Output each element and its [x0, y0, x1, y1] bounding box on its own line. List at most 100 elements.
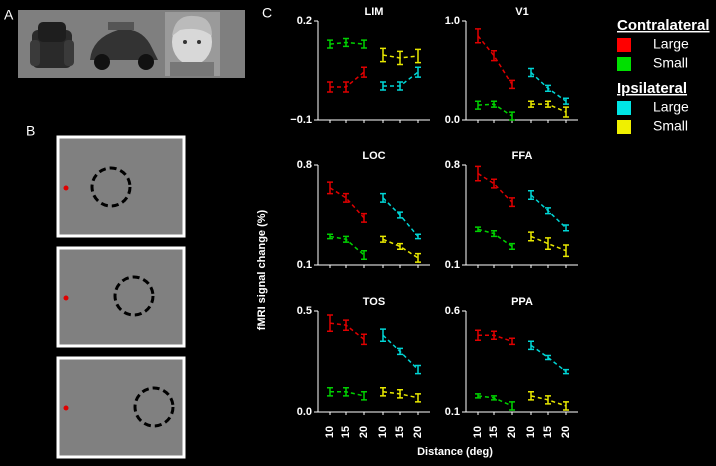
legend-swatch — [617, 120, 631, 134]
series-line — [477, 35, 513, 85]
series-line — [477, 172, 513, 203]
series-line — [530, 344, 567, 373]
x-tick-label: 20 — [358, 426, 370, 438]
subplot-title: LOC — [362, 150, 385, 162]
error-bar — [343, 192, 349, 203]
legend-heading: Ipsilateral — [617, 80, 687, 97]
error-bar — [528, 189, 534, 201]
child-image — [165, 12, 220, 76]
x-tick-label: 10 — [472, 426, 484, 438]
x-tick-label: 15 — [394, 426, 406, 438]
display — [56, 246, 186, 348]
y-tick-label: 0.1 — [445, 406, 460, 418]
error-bar — [509, 111, 515, 121]
error-bar — [397, 242, 403, 251]
y-tick-label: 0.1 — [297, 259, 312, 271]
display — [56, 356, 186, 459]
y-tick-label: 0.2 — [297, 15, 312, 27]
error-bar — [361, 66, 367, 78]
error-bar — [509, 197, 515, 208]
error-bar — [563, 244, 569, 258]
y-tick-label: −0.1 — [290, 114, 312, 126]
error-bar — [343, 235, 349, 243]
error-bar — [545, 84, 551, 93]
legend-label: Large — [653, 99, 689, 115]
error-bar — [509, 79, 515, 90]
subplot: FFA 0.1 0.8 — [445, 150, 578, 271]
error-bar — [361, 333, 367, 346]
display — [56, 135, 186, 238]
error-bar — [528, 391, 534, 401]
stimulus-strip — [18, 10, 245, 78]
error-bar — [509, 242, 515, 251]
error-bar — [327, 314, 333, 332]
error-bar — [380, 328, 386, 343]
error-bar — [563, 97, 569, 105]
car-image — [90, 22, 158, 70]
error-bar — [397, 50, 403, 66]
error-bar — [415, 66, 421, 78]
error-bar — [380, 192, 386, 203]
error-bar — [361, 212, 367, 223]
error-bar — [327, 81, 333, 93]
error-bar — [380, 387, 386, 397]
y-tick-label: 0.8 — [445, 159, 460, 171]
chair-image — [30, 22, 74, 68]
legend-label: Small — [653, 118, 688, 134]
subplot-title: PPA — [511, 296, 533, 308]
error-bar — [509, 337, 515, 346]
error-bar — [415, 393, 421, 403]
y-tick-label: 0.0 — [297, 406, 312, 418]
legend-swatch — [617, 101, 631, 115]
subplot: LIM −0.1 0.2 — [290, 6, 430, 126]
error-bar — [343, 319, 349, 331]
subplot: PPA 0.1 0.6 10 15 20 10 15 20 — [445, 296, 578, 438]
x-tick-label: 10 — [525, 426, 537, 438]
error-bar — [475, 393, 481, 399]
error-bar — [563, 401, 569, 411]
x-tick-label: 15 — [542, 426, 554, 438]
error-bar — [415, 364, 421, 375]
error-bar — [397, 211, 403, 219]
series-line — [329, 187, 365, 219]
error-bar — [415, 48, 421, 64]
subplot-title: FFA — [512, 150, 533, 162]
x-tick-label: 15 — [340, 426, 352, 438]
y-axis-label: fMRI signal change (%) — [256, 209, 268, 330]
error-bar — [327, 387, 333, 397]
error-bar — [545, 354, 551, 361]
error-bar — [361, 249, 367, 261]
panel-label: C — [262, 5, 272, 21]
error-bar — [545, 100, 551, 108]
error-bar — [491, 395, 497, 401]
panel-label: A — [4, 7, 14, 23]
error-bar — [528, 100, 534, 108]
error-bar — [545, 237, 551, 251]
legend-label: Small — [653, 55, 688, 71]
x-tick-label: 15 — [488, 426, 500, 438]
error-bar — [509, 401, 515, 411]
error-bar — [563, 224, 569, 232]
x-tick-label: 20 — [560, 426, 572, 438]
y-tick-label: 0.0 — [445, 114, 460, 126]
error-bar — [397, 347, 403, 356]
subplot-title: V1 — [515, 6, 528, 18]
subplot: LOC 0.1 0.8 — [297, 150, 430, 271]
y-tick-label: 0.6 — [445, 305, 460, 317]
error-bar — [343, 387, 349, 397]
x-tick-label: 10 — [324, 426, 336, 438]
error-bar — [327, 181, 333, 195]
panel-label: B — [26, 123, 35, 139]
error-bar — [380, 235, 386, 243]
error-bar — [361, 39, 367, 49]
legend-heading: Contralateral — [617, 17, 710, 34]
error-bar — [343, 37, 349, 48]
x-axis-label: Distance (deg) — [417, 446, 493, 458]
error-bar — [528, 340, 534, 351]
legend-label: Large — [653, 36, 689, 52]
error-bar — [380, 81, 386, 91]
error-bar — [491, 100, 497, 108]
error-bar — [343, 81, 349, 93]
error-bar — [327, 39, 333, 49]
